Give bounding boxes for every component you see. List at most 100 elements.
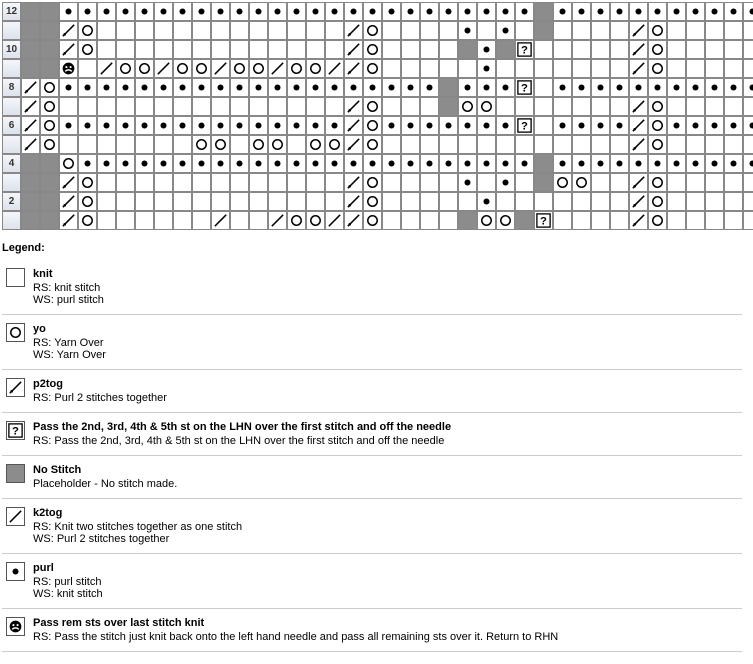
stitch-yo	[572, 173, 591, 192]
stitch-no-stitch	[534, 2, 553, 21]
stitch-knit	[572, 97, 591, 116]
stitch-purl	[705, 116, 724, 135]
stitch-knit	[249, 211, 268, 230]
stitch-p2tog	[21, 97, 40, 116]
stitch-knit	[116, 21, 135, 40]
svg-text:?: ?	[521, 44, 528, 56]
stitch-knit	[534, 40, 553, 59]
stitch-knit	[534, 116, 553, 135]
stitch-purl	[496, 173, 515, 192]
stitch-purl	[667, 154, 686, 173]
stitch-p2tog	[59, 21, 78, 40]
stitch-knit	[686, 192, 705, 211]
stitch-purl	[743, 154, 753, 173]
stitch-knit	[610, 211, 629, 230]
stitch-knit	[382, 21, 401, 40]
stitch-knit	[287, 97, 306, 116]
stitch-yo	[249, 135, 268, 154]
stitch-yo	[192, 59, 211, 78]
stitch-knit	[97, 21, 116, 40]
stitch-purl	[268, 78, 287, 97]
stitch-no-stitch	[534, 21, 553, 40]
stitch-yo	[78, 192, 97, 211]
stitch-purl	[610, 78, 629, 97]
stitch-knit	[743, 21, 753, 40]
stitch-yo	[59, 154, 78, 173]
stitch-knit	[325, 40, 344, 59]
stitch-purl	[325, 116, 344, 135]
stitch-knit	[610, 192, 629, 211]
stitch-purl	[135, 2, 154, 21]
stitch-yo	[648, 116, 667, 135]
stitch-knit	[515, 97, 534, 116]
stitch-knit	[667, 135, 686, 154]
stitch-purl	[97, 2, 116, 21]
stitch-knit	[211, 21, 230, 40]
stitch-purl	[629, 2, 648, 21]
stitch-knit	[477, 135, 496, 154]
stitch-yo	[363, 173, 382, 192]
stitch-yo	[648, 192, 667, 211]
stitch-purl	[553, 2, 572, 21]
stitch-purl	[648, 78, 667, 97]
stitch-knit	[401, 59, 420, 78]
stitch-knit	[154, 40, 173, 59]
stitch-purl	[705, 2, 724, 21]
stitch-knit	[287, 192, 306, 211]
stitch-p2tog	[629, 40, 648, 59]
stitch-no-stitch	[40, 192, 59, 211]
stitch-no-stitch	[40, 211, 59, 230]
stitch-purl	[496, 21, 515, 40]
legend-swatch	[6, 378, 25, 397]
stitch-knit	[192, 40, 211, 59]
stitch-no-stitch	[534, 173, 553, 192]
stitch-knit	[116, 211, 135, 230]
stitch-pass-4-over: ?	[515, 116, 534, 135]
stitch-knit	[553, 135, 572, 154]
stitch-yo	[458, 97, 477, 116]
legend-line: RS: Pass the stitch just knit back onto …	[33, 631, 738, 643]
legend-swatch: ?	[6, 421, 25, 440]
stitch-knit	[686, 21, 705, 40]
stitch-yo	[325, 135, 344, 154]
stitch-purl	[496, 116, 515, 135]
stitch-purl	[306, 78, 325, 97]
stitch-knit	[306, 40, 325, 59]
legend-text: Pass the 2nd, 3rd, 4th & 5th st on the L…	[33, 421, 738, 447]
stitch-knit	[287, 135, 306, 154]
stitch-purl	[97, 78, 116, 97]
stitch-purl	[458, 154, 477, 173]
stitch-purl	[192, 2, 211, 21]
stitch-knit	[591, 135, 610, 154]
row-number-left: 12	[2, 2, 21, 21]
stitch-knit	[743, 40, 753, 59]
stitch-no-stitch	[40, 59, 59, 78]
stitch-knit	[135, 40, 154, 59]
stitch-knit	[59, 135, 78, 154]
stitch-knit	[192, 211, 211, 230]
stitch-knit	[211, 97, 230, 116]
stitch-knit	[325, 192, 344, 211]
stitch-no-stitch	[21, 40, 40, 59]
stitch-knit	[743, 173, 753, 192]
legend-text: knitRS: knit stitchWS: purl stitch	[33, 268, 738, 306]
legend-line: RS: knit stitch	[33, 282, 738, 294]
legend-text: Pass rem sts over last stitch knitRS: Pa…	[33, 617, 738, 643]
stitch-purl	[439, 116, 458, 135]
stitch-knit	[667, 173, 686, 192]
stitch-knit	[496, 135, 515, 154]
legend-item: Pass rem sts over last stitch knitRS: Pa…	[2, 609, 742, 652]
stitch-pass-4-over: ?	[515, 40, 534, 59]
stitch-knit	[439, 192, 458, 211]
stitch-purl	[439, 2, 458, 21]
stitch-knit	[477, 21, 496, 40]
stitch-knit	[382, 40, 401, 59]
legend-text: yoRS: Yarn OverWS: Yarn Over	[33, 323, 738, 361]
stitch-p2tog	[21, 116, 40, 135]
stitch-knit	[610, 97, 629, 116]
stitch-knit	[382, 192, 401, 211]
stitch-knit	[534, 97, 553, 116]
stitch-k2tog	[97, 59, 116, 78]
stitch-knit	[553, 40, 572, 59]
stitch-purl	[686, 2, 705, 21]
